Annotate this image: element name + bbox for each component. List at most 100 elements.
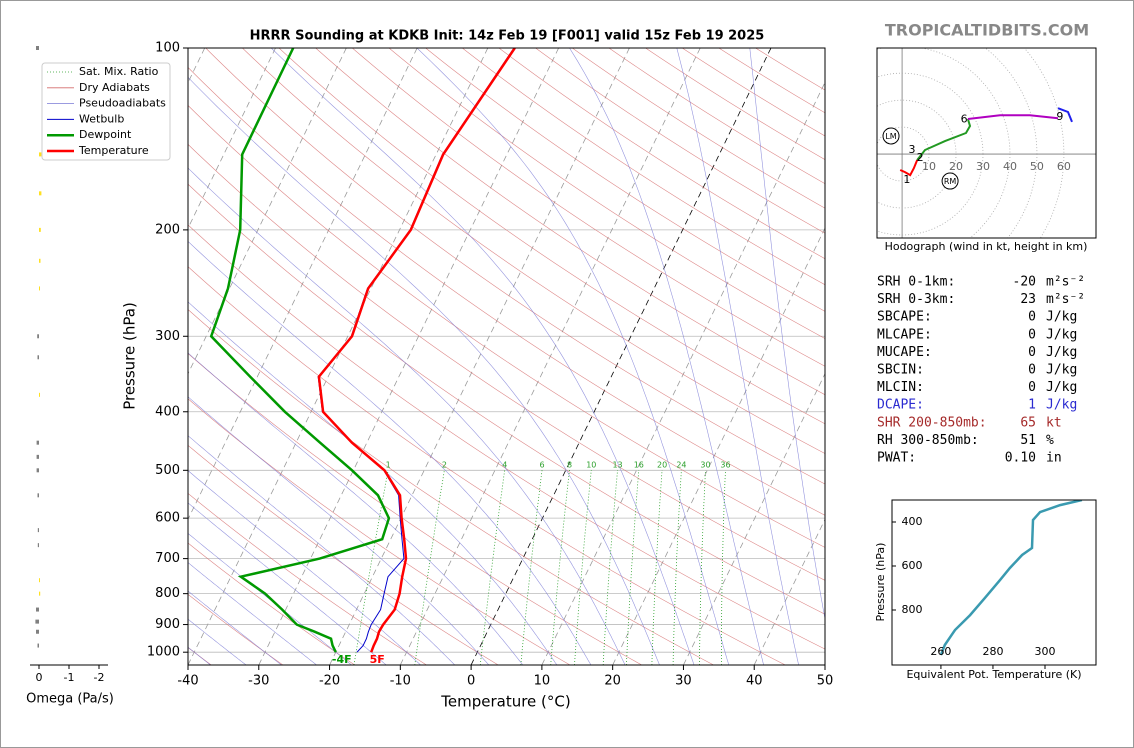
height-label: 3 — [909, 143, 916, 156]
omega-bar — [39, 392, 40, 397]
pseudoadiabat — [188, 167, 626, 665]
index-label: SHR 200-850mb: — [877, 415, 987, 430]
dry-adiabat — [388, 48, 825, 339]
y-axis-label: Pressure (hPa) — [121, 302, 139, 410]
thetae-line — [939, 500, 1083, 656]
index-value: 0 — [1028, 363, 1036, 378]
index-value: 0 — [1028, 380, 1036, 395]
isotherm — [612, 227, 825, 665]
y-tick-label: 600 — [155, 511, 180, 526]
omega-bar — [35, 619, 39, 624]
mixing-ratio-label: 30 — [700, 461, 710, 470]
legend-label: Dewpoint — [79, 128, 132, 141]
dry-adiabat — [241, 48, 825, 454]
hodo-ring — [984, 48, 1038, 238]
legend-label: Wetbulb — [79, 112, 124, 125]
y-tick-label: 500 — [155, 463, 180, 478]
thetae-y-tick-label: 400 — [902, 515, 923, 528]
isotherm — [188, 48, 489, 665]
x-tick-label: 0 — [467, 674, 475, 689]
index-unit: J/kg — [1046, 345, 1077, 360]
mixing-ratio-label: 4 — [502, 461, 507, 470]
x-tick-label: -40 — [177, 674, 198, 689]
thetae-x-tick-label: 300 — [1035, 645, 1056, 658]
hodograph-plot — [877, 48, 1096, 238]
omega-bar — [37, 528, 39, 533]
isotherm — [541, 81, 825, 665]
index-value: 23 — [1020, 292, 1036, 307]
mixing-ratio-label: 36 — [720, 461, 730, 470]
pseudoadiabat — [188, 590, 282, 665]
dry-adiabat — [188, 266, 786, 665]
index-unit: J/kg — [1046, 310, 1077, 325]
x-tick-label: 20 — [604, 674, 621, 689]
storm-motion-label: RM — [944, 177, 957, 186]
omega-bar — [37, 643, 39, 648]
isotherm — [683, 372, 825, 665]
watermark: TROPICALTIDBITS.COM — [885, 21, 1089, 40]
isotherm — [470, 48, 772, 665]
index-label: DCAPE: — [877, 398, 924, 413]
x-tick-label: -20 — [319, 674, 340, 689]
omega-bar — [36, 468, 39, 473]
index-value: 51 — [1020, 433, 1036, 448]
omega-bar — [39, 191, 42, 196]
storm-motion-marker — [882, 127, 900, 145]
pseudoadiabat — [188, 396, 490, 665]
dry-adiabat — [571, 48, 825, 209]
y-tick-label: 1000 — [147, 645, 180, 660]
index-value: 0 — [1028, 310, 1036, 325]
index-unit: J/kg — [1046, 327, 1077, 342]
isotherm — [399, 48, 701, 665]
legend-label: Pseudoadiabats — [79, 97, 166, 110]
omega-tick-label: -1 — [64, 671, 75, 684]
x-tick-label: 10 — [534, 674, 551, 689]
index-label: SRH 0-3km: — [877, 292, 955, 307]
index-label: SBCAPE: — [877, 310, 932, 325]
profile-line — [317, 48, 516, 653]
hodo-tick-label: 40 — [1003, 160, 1017, 173]
index-label: RH 300-850mb: — [877, 433, 979, 448]
hodo-tick-label: 20 — [949, 160, 963, 173]
index-value: 0 — [1028, 345, 1036, 360]
mixing-ratio-line — [602, 469, 618, 665]
mixing-ratio-label: 6 — [540, 461, 545, 470]
x-tick-label: -10 — [390, 674, 411, 689]
legend-label: Sat. Mix. Ratio — [79, 65, 159, 78]
dry-adiabat — [188, 143, 825, 581]
omega-tick-label: -2 — [94, 671, 105, 684]
dry-adiabat — [315, 48, 825, 396]
mixing-ratio-label: 16 — [634, 461, 644, 470]
omega-bar — [39, 152, 42, 157]
height-label: 2 — [917, 151, 924, 164]
legend-label: Dry Adiabats — [79, 81, 150, 94]
index-unit: kt — [1046, 415, 1062, 430]
thetae-y-tick-label: 800 — [902, 603, 923, 616]
mixing-ratio-line — [651, 469, 663, 665]
omega-bar — [39, 227, 41, 232]
chart-title: HRRR Sounding at KDKB Init: 14z Feb 19 [… — [250, 29, 765, 44]
omega-bar — [37, 543, 39, 548]
pseudoadiabat — [188, 562, 317, 665]
omega-bar — [37, 355, 39, 360]
pseudoadiabat — [188, 76, 660, 665]
y-tick-label: 100 — [155, 41, 180, 56]
hodo-frame — [876, 47, 1097, 239]
dry-adiabat — [188, 66, 825, 516]
mixing-ratio-label: 8 — [567, 461, 572, 470]
y-tick-label: 300 — [155, 329, 180, 344]
mixing-ratio-label: 13 — [612, 461, 622, 470]
dry-adiabat — [188, 353, 642, 665]
mixing-ratio-label: 24 — [676, 461, 686, 470]
isotherm — [188, 48, 347, 375]
pseudoadiabat — [270, 48, 695, 665]
mixing-ratio-label: 2 — [442, 461, 447, 470]
mixing-ratio-label: 10 — [586, 461, 596, 470]
index-value: 65 — [1020, 415, 1036, 430]
hodo-line — [899, 159, 919, 177]
pseudoadiabat — [188, 240, 592, 665]
dry-adiabat — [645, 48, 825, 160]
x-axis-label: Temperature (°C) — [440, 693, 570, 711]
index-value: 0.10 — [1005, 451, 1036, 466]
